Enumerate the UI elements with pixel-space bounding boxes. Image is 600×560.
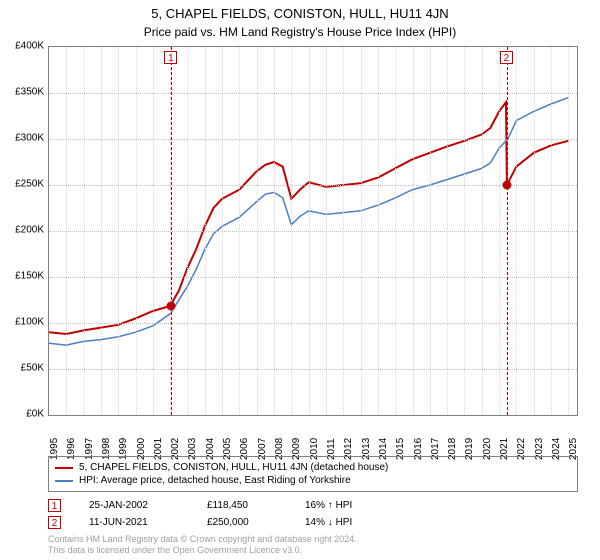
sale-diff: 16% ↑ HPI (305, 500, 352, 511)
legend-box: 5, CHAPEL FIELDS, CONISTON, HULL, HU11 4… (48, 456, 578, 492)
gridline-v (153, 47, 154, 415)
gridline-h (49, 231, 577, 232)
gridline-v (187, 47, 188, 415)
gridline-v (66, 47, 67, 415)
chart-subtitle: Price paid vs. HM Land Registry's House … (0, 21, 600, 43)
gridline-v (516, 47, 517, 415)
gridline-v (136, 47, 137, 415)
sale-diff: 14% ↓ HPI (305, 517, 352, 528)
y-tick-label: £100K (0, 317, 44, 328)
event-vline (171, 47, 172, 415)
gridline-v (430, 47, 431, 415)
sale-price: £250,000 (207, 517, 277, 528)
y-tick-label: £0K (0, 409, 44, 420)
gridline-v (291, 47, 292, 415)
gridline-v (205, 47, 206, 415)
y-tick-label: £200K (0, 225, 44, 236)
gridline-v (361, 47, 362, 415)
gridline-v (274, 47, 275, 415)
gridline-v (84, 47, 85, 415)
y-tick-label: £300K (0, 133, 44, 144)
gridline-v (343, 47, 344, 415)
gridline-h (49, 185, 577, 186)
gridline-h (49, 139, 577, 140)
sale-price: £118,450 (207, 500, 277, 511)
gridline-v (551, 47, 552, 415)
y-tick-label: £250K (0, 179, 44, 190)
legend-swatch (55, 480, 73, 482)
event-marker: 2 (500, 51, 513, 64)
gridline-v (395, 47, 396, 415)
gridline-v (499, 47, 500, 415)
legend-label: HPI: Average price, detached house, East… (79, 475, 351, 486)
gridline-v (568, 47, 569, 415)
attribution-line: This data is licensed under the Open Gov… (48, 545, 357, 556)
attribution: Contains HM Land Registry data © Crown c… (48, 534, 357, 557)
legend-item: HPI: Average price, detached house, East… (55, 474, 571, 487)
sale-marker: 2 (48, 516, 61, 529)
gridline-h (49, 369, 577, 370)
event-marker: 1 (164, 51, 177, 64)
gridline-v (326, 47, 327, 415)
gridline-v (413, 47, 414, 415)
event-dot (502, 181, 511, 190)
chart-container: 5, CHAPEL FIELDS, CONISTON, HULL, HU11 4… (0, 0, 600, 560)
gridline-v (101, 47, 102, 415)
sale-row: 1 25-JAN-2002 £118,450 16% ↑ HPI (48, 497, 352, 514)
gridline-v (309, 47, 310, 415)
y-tick-label: £50K (0, 363, 44, 374)
gridline-v (378, 47, 379, 415)
event-vline (507, 47, 508, 415)
gridline-v (534, 47, 535, 415)
y-tick-label: £350K (0, 87, 44, 98)
legend-label: 5, CHAPEL FIELDS, CONISTON, HULL, HU11 4… (79, 462, 388, 473)
y-tick-label: £400K (0, 41, 44, 52)
plot-area: 1995199619971998199920002001200220032004… (48, 46, 578, 416)
legend-item: 5, CHAPEL FIELDS, CONISTON, HULL, HU11 4… (55, 461, 571, 474)
gridline-v (257, 47, 258, 415)
gridline-v (118, 47, 119, 415)
gridline-v (222, 47, 223, 415)
gridline-v (447, 47, 448, 415)
sale-events: 1 25-JAN-2002 £118,450 16% ↑ HPI 2 11-JU… (48, 497, 352, 531)
gridline-v (464, 47, 465, 415)
gridline-h (49, 323, 577, 324)
gridline-h (49, 277, 577, 278)
event-dot (167, 302, 176, 311)
sale-marker: 1 (48, 499, 61, 512)
sale-date: 11-JUN-2021 (89, 517, 179, 528)
attribution-line: Contains HM Land Registry data © Crown c… (48, 534, 357, 545)
gridline-v (239, 47, 240, 415)
chart-title: 5, CHAPEL FIELDS, CONISTON, HULL, HU11 4… (0, 0, 600, 21)
sale-row: 2 11-JUN-2021 £250,000 14% ↓ HPI (48, 514, 352, 531)
legend-swatch (55, 467, 73, 469)
sale-date: 25-JAN-2002 (89, 500, 179, 511)
y-tick-label: £150K (0, 271, 44, 282)
gridline-v (482, 47, 483, 415)
gridline-h (49, 93, 577, 94)
